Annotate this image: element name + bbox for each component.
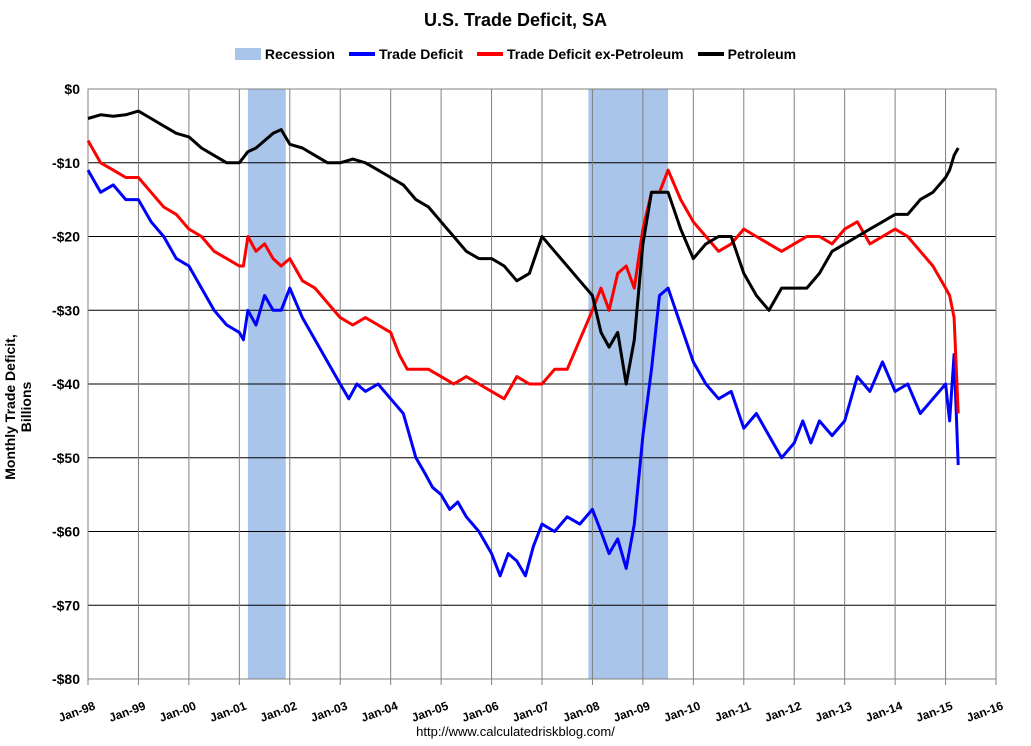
x-tick-label: Jan-13	[813, 699, 854, 725]
x-tick-label: Jan-05	[410, 699, 451, 725]
x-tick-label: Jan-06	[460, 699, 501, 725]
series-line-trade-deficit-ex-petroleum	[86, 139, 960, 414]
legend-item-recession: Recession	[234, 46, 335, 62]
legend: Recession Trade Deficit Trade Deficit ex…	[0, 46, 1031, 62]
legend-label-ex-petroleum: Trade Deficit ex-Petroleum	[506, 46, 684, 62]
x-tick-label: Jan-12	[763, 699, 804, 725]
x-tick-label: Jan-10	[662, 699, 703, 725]
y-tick-label: -$70	[52, 597, 80, 613]
x-tick-label: Jan-11	[713, 699, 753, 725]
legend-label-recession: Recession	[264, 46, 335, 62]
x-tick-label: Jan-08	[561, 699, 602, 725]
chart-title: U.S. Trade Deficit, SA	[423, 10, 608, 30]
x-tick-label: Jan-00	[157, 699, 198, 725]
x-tick-label: Jan-14	[864, 699, 905, 725]
x-tick-label: Jan-15	[914, 699, 955, 725]
x-tick-label: Jan-07	[511, 699, 552, 725]
petroleum-swatch	[697, 52, 724, 56]
source-url: http://www.calculatedriskblog.com/	[416, 724, 615, 739]
legend-label-trade-deficit: Trade Deficit	[378, 46, 463, 62]
y-tick-label: $0	[64, 81, 80, 97]
x-tick-label: Jan-02	[258, 699, 299, 725]
y-tick-label: -$80	[52, 671, 80, 687]
plot-border	[87, 88, 997, 680]
y-tick-label: -$10	[52, 155, 80, 171]
legend-item-trade-deficit: Trade Deficit	[348, 46, 463, 62]
x-tick-label: Jan-04	[359, 699, 400, 725]
legend-item-petroleum: Petroleum	[697, 46, 797, 62]
x-tick-label: Jan-99	[107, 699, 148, 725]
series-line-petroleum	[87, 109, 960, 386]
x-tick-label: Jan-09	[611, 699, 652, 725]
ex-petroleum-swatch	[476, 52, 503, 56]
series-line-trade-deficit	[86, 169, 960, 578]
recession-swatch	[234, 48, 261, 60]
x-tick-label: Jan-98	[57, 699, 98, 725]
legend-item-ex-petroleum: Trade Deficit ex-Petroleum	[476, 46, 684, 62]
x-tick-label: Jan-01	[208, 699, 249, 725]
y-tick-label: -$50	[52, 450, 80, 466]
y-tick-label: -$20	[52, 229, 80, 245]
y-tick-label: -$60	[52, 524, 80, 540]
x-tick-label: Jan-16	[965, 699, 1006, 725]
y-tick-label: -$40	[52, 376, 80, 392]
trade-deficit-swatch	[348, 52, 375, 56]
x-tick-label: Jan-03	[309, 699, 350, 725]
y-tick-label: -$30	[52, 302, 80, 318]
legend-label-petroleum: Petroleum	[727, 46, 797, 62]
